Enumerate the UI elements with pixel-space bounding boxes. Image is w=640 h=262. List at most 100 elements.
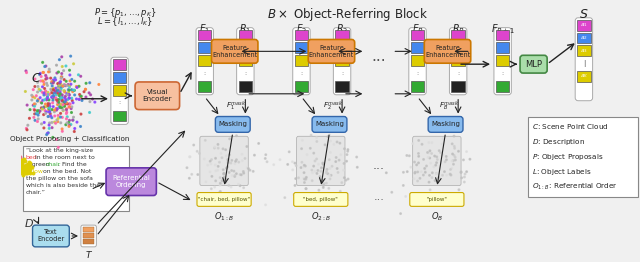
Point: [8, 151, 18, 155]
FancyBboxPatch shape: [33, 225, 69, 247]
Text: bed: bed: [26, 155, 37, 160]
Point: [10, 157, 20, 161]
Point: [434, 176, 444, 180]
Point: [445, 167, 456, 172]
Point: [421, 164, 431, 168]
Point: [301, 187, 311, 191]
Point: [206, 162, 216, 166]
Point: [213, 142, 223, 146]
Point: [325, 166, 335, 170]
Point: [28, 103, 38, 107]
Point: [305, 146, 316, 150]
Point: [56, 82, 66, 86]
Point: [431, 155, 442, 159]
Point: [47, 107, 57, 112]
Point: [456, 170, 466, 174]
Point: [13, 155, 24, 160]
Text: $L=\{l_1,\ldots,l_K\}$: $L=\{l_1,\ldots,l_K\}$: [97, 15, 154, 28]
Point: [25, 167, 35, 171]
Point: [20, 163, 30, 168]
Point: [42, 95, 52, 99]
Text: :: :: [502, 70, 504, 75]
FancyBboxPatch shape: [520, 55, 547, 73]
Point: [228, 169, 239, 173]
Point: [327, 195, 337, 199]
Point: [74, 73, 84, 77]
Point: [8, 157, 19, 161]
Point: [7, 155, 17, 159]
FancyBboxPatch shape: [312, 117, 347, 132]
Point: [328, 193, 338, 197]
Point: [318, 162, 328, 166]
Point: [61, 97, 71, 102]
Text: Masking: Masking: [431, 121, 460, 127]
Point: [31, 112, 42, 116]
Point: [18, 157, 28, 162]
Text: $P$: Object Proposals: $P$: Object Proposals: [532, 152, 603, 162]
Point: [38, 98, 48, 102]
Point: [15, 171, 25, 176]
Point: [57, 127, 67, 131]
Text: :: :: [204, 70, 206, 75]
Point: [47, 116, 57, 120]
Point: [230, 174, 240, 178]
Point: [29, 104, 40, 108]
Point: [29, 115, 39, 119]
Point: [442, 197, 452, 201]
Point: [296, 146, 307, 151]
Point: [235, 184, 245, 188]
Point: [54, 81, 65, 85]
Point: [41, 92, 51, 96]
Point: [44, 123, 54, 127]
Point: [342, 149, 353, 153]
Point: [460, 172, 470, 176]
Point: [307, 171, 317, 175]
Point: [423, 155, 433, 160]
Point: [416, 170, 426, 174]
Point: [23, 168, 33, 172]
Point: [67, 105, 77, 109]
Text: $F^{mask}_{1}$: $F^{mask}_{1}$: [226, 99, 246, 113]
Bar: [198, 81, 211, 92]
Point: [42, 81, 52, 85]
Point: [58, 69, 68, 73]
Point: [64, 88, 74, 92]
Point: [56, 72, 67, 76]
Point: [22, 162, 33, 166]
Point: [33, 117, 44, 121]
Point: [216, 182, 227, 186]
Point: [41, 75, 51, 79]
Point: [42, 92, 52, 97]
Point: [323, 134, 333, 139]
Point: [55, 96, 65, 101]
Point: [324, 186, 334, 190]
Point: [44, 110, 54, 114]
Point: [65, 68, 75, 72]
Point: [321, 169, 332, 173]
Point: [17, 168, 27, 172]
FancyBboxPatch shape: [333, 28, 351, 95]
Point: [48, 86, 58, 91]
Point: [32, 99, 42, 103]
Point: [10, 163, 20, 168]
Point: [310, 159, 320, 163]
Point: [37, 107, 47, 111]
Bar: [294, 81, 308, 92]
Point: [213, 146, 223, 150]
Point: [437, 173, 447, 177]
Text: :: :: [300, 70, 303, 75]
Point: [48, 80, 58, 84]
Bar: [528, 117, 638, 198]
Point: [226, 161, 236, 165]
Point: [62, 84, 72, 88]
Point: [243, 166, 253, 171]
FancyBboxPatch shape: [575, 18, 593, 101]
Point: [461, 150, 472, 154]
Point: [53, 97, 63, 102]
Point: [413, 195, 424, 199]
Point: [51, 93, 61, 97]
Point: [84, 110, 95, 114]
Point: [226, 185, 236, 189]
Point: [352, 165, 362, 169]
Point: [8, 161, 18, 165]
